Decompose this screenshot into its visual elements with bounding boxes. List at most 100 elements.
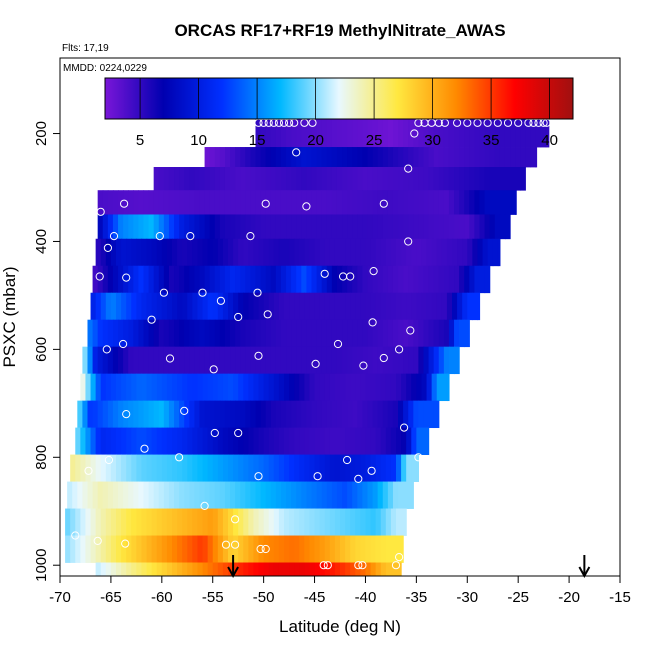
- heat-cell: [329, 562, 336, 576]
- heat-cell: [141, 292, 148, 321]
- heat-cell: [105, 238, 112, 267]
- heat-cell: [457, 292, 463, 321]
- heat-cell: [306, 481, 313, 509]
- heat-cell: [158, 190, 165, 215]
- heat-cell: [301, 265, 307, 294]
- heat-cell: [331, 319, 338, 348]
- heat-cell: [151, 508, 158, 536]
- heat-cell: [360, 562, 367, 576]
- heat-cell: [380, 535, 387, 563]
- heat-cell: [392, 190, 399, 215]
- heat-cell: [319, 562, 326, 576]
- heat-cell: [158, 265, 165, 294]
- heat-cell: [168, 190, 175, 215]
- sample-marker: [414, 453, 423, 462]
- heat-cell: [411, 454, 417, 482]
- heat-cell: [97, 265, 104, 294]
- heat-cell: [443, 190, 450, 215]
- heat-cell: [275, 265, 282, 294]
- heat-cell: [133, 319, 139, 348]
- heat-cell: [403, 319, 409, 348]
- heat-cell: [370, 454, 377, 482]
- heat-cell: [131, 292, 137, 321]
- colorbar-tick-label: 15: [249, 132, 266, 149]
- heat-cell: [296, 214, 302, 240]
- heat-cell: [477, 292, 481, 321]
- heat-cell: [138, 481, 145, 509]
- heat-cell: [457, 238, 463, 267]
- heat-cell: [110, 562, 117, 576]
- heat-cell: [347, 346, 353, 375]
- heat-cell: [243, 508, 249, 536]
- heat-cell: [158, 319, 165, 348]
- heat-cell: [121, 238, 127, 267]
- heat-cell: [80, 373, 87, 402]
- heat-cell: [367, 265, 374, 294]
- heat-cell: [174, 167, 180, 191]
- heat-cell: [413, 346, 419, 375]
- heat-cell: [263, 562, 270, 576]
- heat-cell: [238, 454, 244, 482]
- heat-cell: [194, 346, 201, 375]
- heat-cell: [321, 346, 328, 375]
- heat-cell: [367, 346, 374, 375]
- x-tick-label: -70: [49, 589, 71, 606]
- heat-cell: [365, 454, 372, 482]
- heat-cell: [161, 427, 168, 455]
- heat-cell: [214, 167, 221, 191]
- heat-cell: [350, 373, 356, 402]
- heat-cell: [70, 508, 76, 536]
- heat-cell: [324, 373, 331, 402]
- heat-cell: [304, 454, 311, 482]
- heat-cell: [370, 238, 377, 267]
- heat-cell: [97, 346, 104, 375]
- heat-cell: [270, 190, 277, 215]
- heat-cell: [382, 117, 389, 148]
- heat-cell: [289, 535, 295, 563]
- heat-cell: [248, 427, 255, 455]
- heat-cell: [107, 214, 114, 240]
- heat-cell: [413, 117, 419, 148]
- heat-cell: [280, 481, 287, 509]
- heat-cell: [141, 508, 148, 536]
- heat-cell: [199, 481, 206, 509]
- heat-cell: [90, 535, 97, 563]
- heat-cell: [372, 117, 379, 148]
- heat-cell: [172, 292, 178, 321]
- heat-cell: [413, 400, 419, 429]
- heat-cell: [219, 167, 226, 191]
- heat-cell: [133, 265, 139, 294]
- heat-cell: [433, 319, 440, 348]
- heat-cell: [347, 167, 353, 191]
- heat-cell: [189, 167, 195, 191]
- heat-cell: [452, 292, 458, 321]
- heat-cell: [273, 373, 280, 402]
- heat-cell: [112, 265, 119, 294]
- x-tick-label: -35: [406, 589, 428, 606]
- heat-cell: [158, 346, 165, 375]
- sample-marker: [84, 466, 93, 475]
- heat-cell: [116, 562, 122, 576]
- heat-cell: [489, 147, 496, 168]
- heat-cell: [408, 147, 414, 168]
- heat-cell: [382, 147, 389, 168]
- plot-frame: [59, 57, 621, 577]
- heat-cell: [448, 319, 455, 348]
- heat-cell: [166, 562, 173, 576]
- heat-cell: [219, 265, 226, 294]
- heat-cell: [243, 454, 249, 482]
- heat-cell: [342, 481, 348, 509]
- heat-cell: [390, 535, 397, 563]
- heat-cell: [469, 147, 475, 168]
- heat-cell: [329, 373, 336, 402]
- heat-cell: [278, 292, 285, 321]
- heat-cell: [398, 346, 404, 375]
- heat-cell: [377, 319, 384, 348]
- heat-cell: [189, 265, 195, 294]
- heat-cell: [177, 292, 183, 321]
- heat-cell: [270, 400, 277, 429]
- heat-cell: [184, 319, 190, 348]
- heat-cell: [469, 214, 475, 240]
- heat-cell: [273, 562, 280, 576]
- sample-marker: [119, 339, 128, 349]
